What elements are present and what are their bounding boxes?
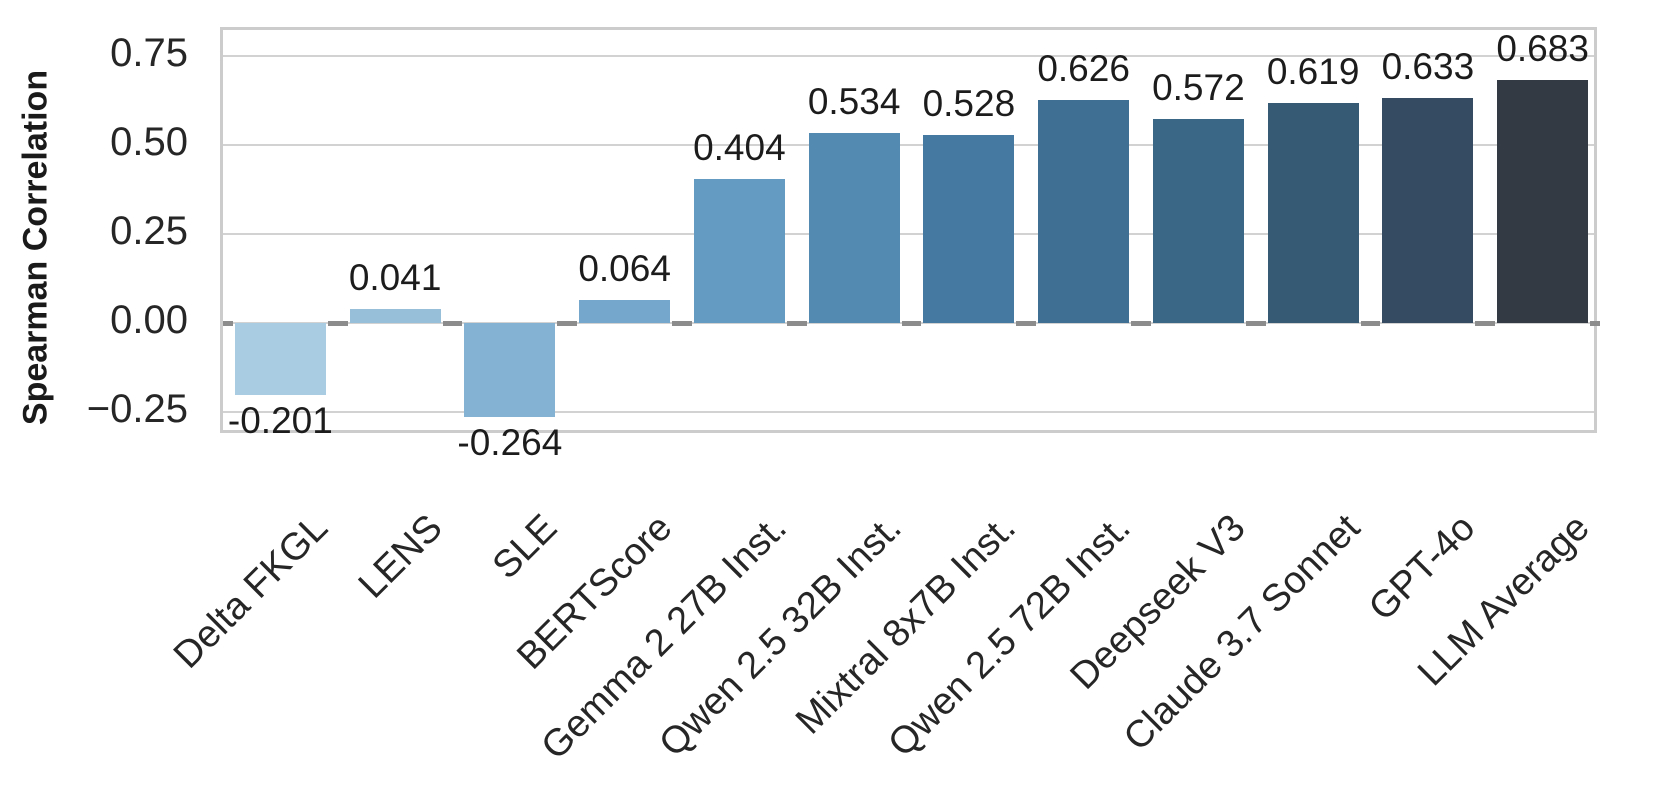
bar-value-label: 0.041: [348, 256, 442, 298]
zero-line-dash: [1131, 320, 1151, 326]
bar-value-label: 0.619: [1266, 50, 1360, 92]
bar: [349, 308, 441, 324]
zero-line-dash: [223, 320, 233, 326]
x-tick-label: LENS: [350, 506, 451, 607]
bar: [1152, 119, 1244, 324]
gridline: [223, 232, 1594, 236]
gridline: [223, 410, 1594, 414]
x-tick-label: SLE: [484, 506, 566, 588]
bar: [1038, 100, 1130, 324]
y-tick-label: 0.50: [110, 120, 188, 165]
plot-area: -0.201 0.041 -0.264 0.064 0.404 0.534 0.528 0.6…: [220, 27, 1600, 463]
gridline: [223, 143, 1594, 147]
bar: [923, 135, 1015, 324]
bar: [1267, 102, 1359, 324]
zero-line-dash: [786, 320, 807, 326]
zero-line-dash: [1590, 320, 1600, 326]
zero-line-dash: [901, 320, 922, 326]
zero-line-dash: [557, 320, 578, 326]
y-tick-label: 0.00: [110, 298, 188, 343]
bar-value-label: 0.064: [578, 248, 671, 290]
zero-line-dash: [1016, 320, 1037, 326]
bar: [579, 300, 671, 324]
bar: [464, 323, 556, 418]
bar: [1382, 97, 1474, 324]
zero-line-dash: [1360, 320, 1381, 326]
bar-value-label: 0.626: [1037, 48, 1130, 90]
bar-value-label: 0.528: [922, 83, 1016, 125]
zero-line-dash: [1245, 320, 1266, 326]
bar-value-label: -0.264: [457, 422, 563, 464]
bar-value-label: 0.534: [807, 80, 901, 122]
bar-value-label: 0.633: [1381, 45, 1475, 87]
zero-line-dash: [442, 320, 463, 326]
bar-value-label: 0.572: [1152, 67, 1245, 109]
bar: [693, 179, 785, 324]
zero-line-dash: [1475, 320, 1496, 326]
zero-line-dash: [672, 320, 692, 326]
bar-value-label: 0.683: [1496, 27, 1589, 69]
bar: [808, 132, 900, 324]
y-tick-label: 0.75: [110, 30, 188, 75]
y-tick-label: 0.25: [110, 209, 188, 254]
bar: [1497, 79, 1589, 324]
bar-value-label: -0.201: [227, 399, 333, 441]
zero-line-dash: [327, 320, 348, 326]
y-tick-label: −0.25: [86, 387, 188, 432]
gridline: [223, 54, 1594, 58]
bar-value-label: 0.404: [693, 127, 786, 169]
x-tick-label: Delta FKGL: [165, 506, 336, 677]
bar: [234, 323, 326, 395]
